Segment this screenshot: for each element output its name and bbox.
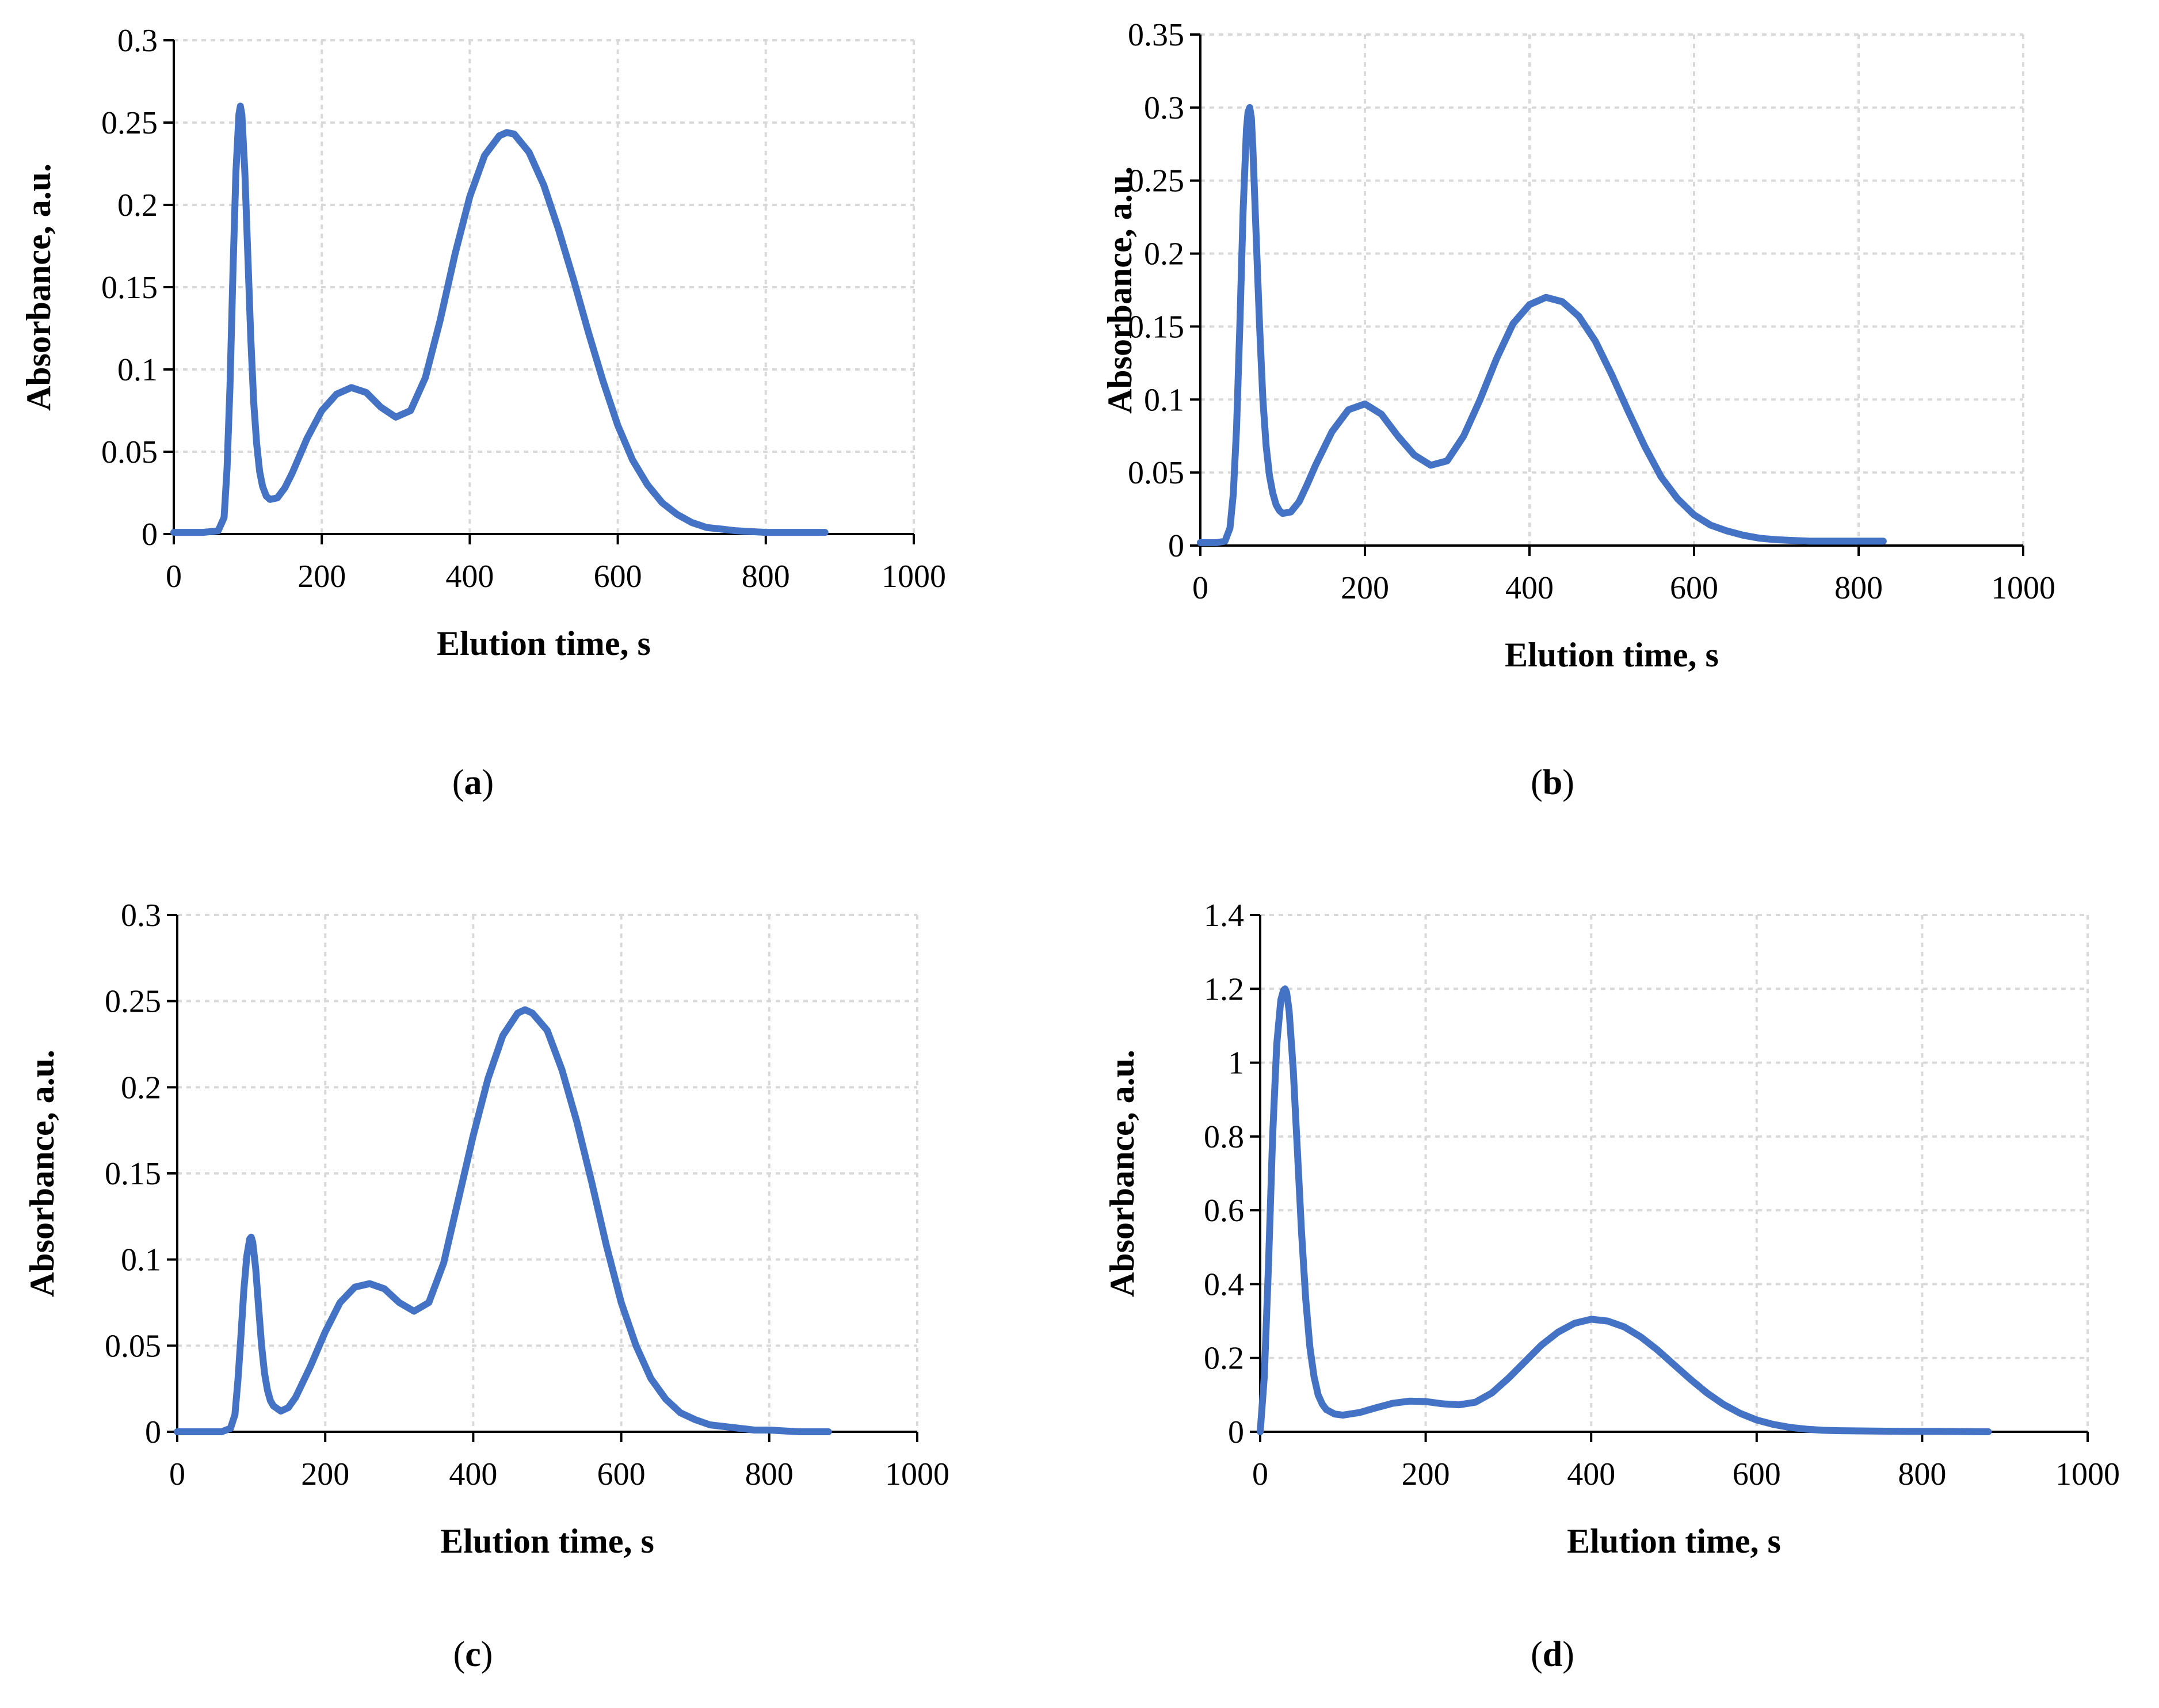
y-tick-label: 0.15 <box>105 1156 161 1192</box>
panel-label-c: (c) <box>453 1635 493 1674</box>
x-tick-label: 0 <box>169 1457 185 1492</box>
y-tick-label: 0.25 <box>101 105 158 141</box>
x-tick-label: 400 <box>449 1457 497 1492</box>
y-tick-label: 0.05 <box>105 1328 161 1364</box>
x-axis-title: Elution time, s <box>437 624 651 662</box>
y-tick-label: 0.3 <box>1144 90 1184 126</box>
series-line-absorbance <box>170 102 829 536</box>
y-tick-label: 0.6 <box>1204 1193 1244 1229</box>
y-tick-label: 0.2 <box>121 1070 161 1105</box>
y-axis-title: Absorbance, a.u. <box>1101 166 1139 414</box>
y-tick-label: 0.3 <box>117 23 158 59</box>
chart-a: 0 0.05 0.1 0.15 0.2 0.25 0.3 0 200 400 600 800 1000 E… <box>20 23 946 662</box>
panel-label-a: (a) <box>452 763 494 802</box>
x-tick-label: 400 <box>445 559 494 594</box>
x-tick-label: 0 <box>166 559 182 594</box>
chart-b: 0 0.05 0.1 0.15 0.2 0.25 0.3 0.35 0 200 400 600 800 1… <box>1101 17 2055 674</box>
x-tick-label: 800 <box>745 1457 794 1492</box>
x-tick-label: 400 <box>1567 1457 1615 1492</box>
y-tick-label: 0.25 <box>1128 163 1184 199</box>
series-line-absorbance <box>1257 985 1992 1435</box>
y-tick-label: 0.2 <box>1204 1341 1244 1377</box>
chart-panel-b: 0 0.05 0.1 0.15 0.2 0.25 0.3 0.35 0 200 400 600 800 1… <box>1080 0 2159 886</box>
y-tick-label: 1.4 <box>1204 898 1244 933</box>
y-axis-title: Absorbance, a.u. <box>23 1050 61 1297</box>
x-tick-label: 800 <box>1898 1457 1946 1492</box>
x-tick-label: 1000 <box>882 559 946 594</box>
y-tick-label: 0.2 <box>117 188 158 223</box>
x-axis-title: Elution time, s <box>440 1522 654 1560</box>
x-tick-label: 1000 <box>2055 1457 2120 1492</box>
y-tick-label: 0.1 <box>1144 382 1184 418</box>
x-tick-label: 0 <box>1192 570 1208 606</box>
x-axis-title: Elution time, s <box>1505 636 1719 674</box>
y-tick-label: 0 <box>1168 528 1184 564</box>
y-axis-title: Absorbance, a.u. <box>1103 1050 1141 1297</box>
y-tick-label: 0.1 <box>117 352 158 388</box>
x-tick-label: 200 <box>301 1457 349 1492</box>
y-tick-label: 0.35 <box>1128 17 1184 53</box>
y-tick-label: 0.15 <box>1128 309 1184 345</box>
x-tick-label: 200 <box>297 559 346 594</box>
y-tick-label: 0.1 <box>121 1242 161 1278</box>
chart-panel-d: 0 0.2 0.4 0.6 0.8 1 1.2 1.4 0 200 400 600 800 1000 Elu… <box>1080 886 2159 1708</box>
y-tick-label: 1.2 <box>1204 971 1244 1007</box>
x-tick-label: 600 <box>597 1457 646 1492</box>
x-tick-label: 600 <box>1670 570 1718 606</box>
x-tick-label: 0 <box>1252 1457 1268 1492</box>
y-tick-label: 0.2 <box>1144 237 1184 272</box>
chart-c: 0 0.05 0.1 0.15 0.2 0.25 0.3 0 200 400 600 800 1000 E… <box>23 898 949 1560</box>
x-tick-label: 1000 <box>1991 570 2055 606</box>
y-axis-title: Absorbance, a.u. <box>20 163 58 411</box>
x-tick-label: 200 <box>1341 570 1389 606</box>
series-line-absorbance <box>1197 104 1887 546</box>
x-tick-label: 1000 <box>885 1457 949 1492</box>
panel-label-d: (d) <box>1531 1635 1574 1674</box>
x-tick-label: 600 <box>1733 1457 1781 1492</box>
y-tick-label: 0.25 <box>105 984 161 1020</box>
y-tick-label: 0 <box>1228 1415 1244 1450</box>
x-tick-label: 200 <box>1402 1457 1450 1492</box>
y-tick-label: 1 <box>1228 1046 1244 1081</box>
x-tick-label: 800 <box>1834 570 1883 606</box>
y-tick-label: 0 <box>142 517 158 552</box>
chart-panel-a: 0 0.05 0.1 0.15 0.2 0.25 0.3 0 200 400 600 800 1000 E… <box>0 0 1080 886</box>
y-tick-label: 0.3 <box>121 898 161 933</box>
x-tick-label: 600 <box>594 559 642 594</box>
series-line-absorbance <box>174 1006 832 1435</box>
chart-panel-c: 0 0.05 0.1 0.15 0.2 0.25 0.3 0 200 400 600 800 1000 E… <box>0 886 1080 1708</box>
y-tick-label: 0.8 <box>1204 1119 1244 1155</box>
x-tick-label: 800 <box>742 559 790 594</box>
chart-d: 0 0.2 0.4 0.6 0.8 1 1.2 1.4 0 200 400 600 800 1000 Elu… <box>1103 898 2120 1560</box>
y-tick-label: 0.4 <box>1204 1267 1244 1302</box>
y-tick-label: 0 <box>145 1415 161 1450</box>
x-axis-title: Elution time, s <box>1567 1522 1781 1560</box>
y-tick-label: 0.05 <box>1128 455 1184 491</box>
y-tick-label: 0.05 <box>101 434 158 470</box>
x-tick-label: 400 <box>1505 570 1554 606</box>
panel-label-b: (b) <box>1531 763 1574 802</box>
y-tick-label: 0.15 <box>101 270 158 306</box>
